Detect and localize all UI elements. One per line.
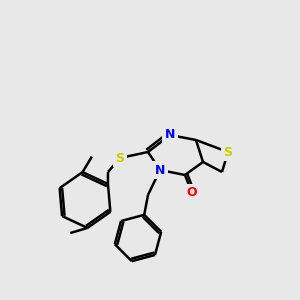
Text: N: N: [155, 164, 165, 176]
Text: S: S: [116, 152, 124, 164]
Text: O: O: [187, 187, 197, 200]
Text: N: N: [165, 128, 175, 142]
Text: S: S: [224, 146, 232, 158]
